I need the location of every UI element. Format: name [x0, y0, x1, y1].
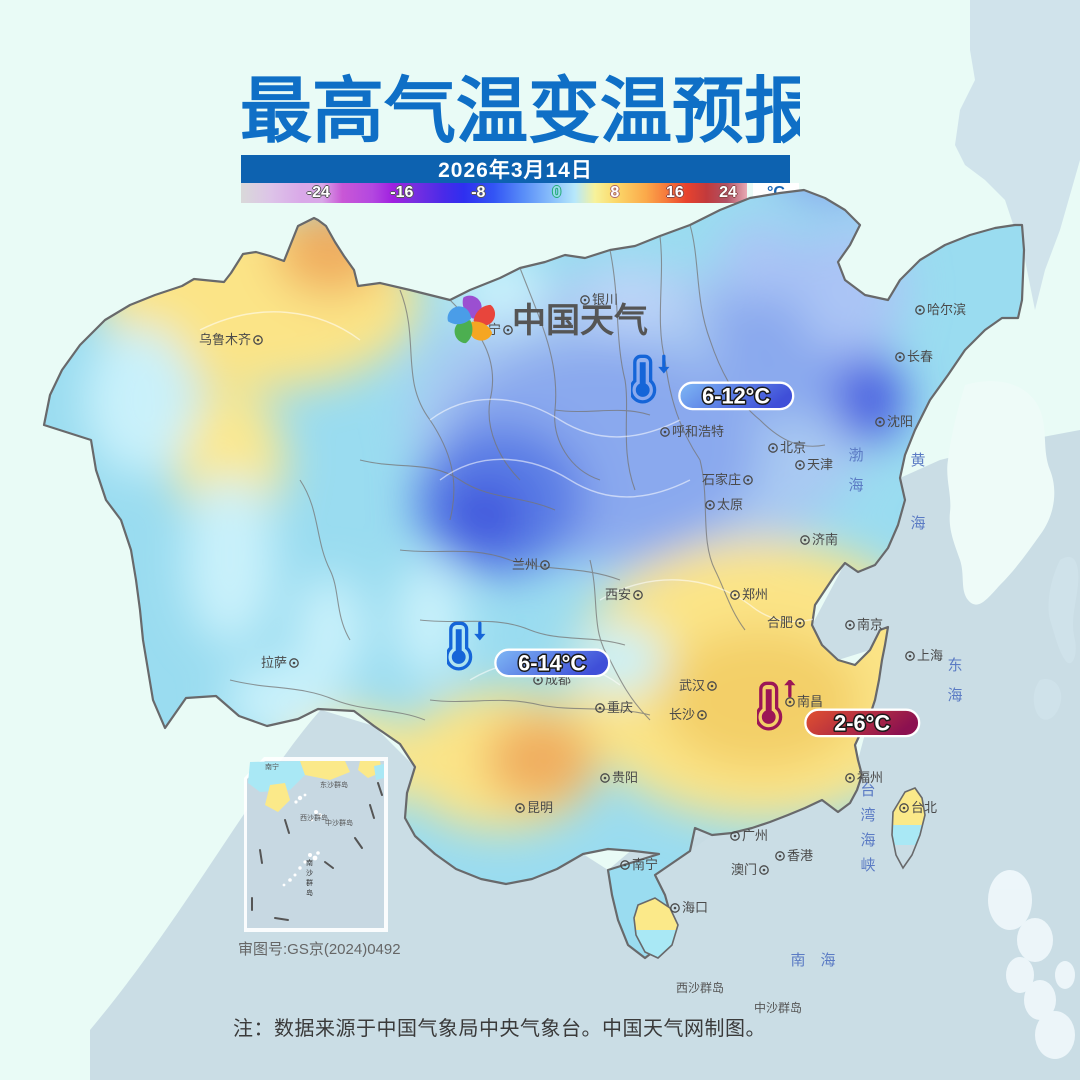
svg-text:湾: 湾: [860, 807, 875, 824]
svg-text:黄: 黄: [910, 452, 925, 469]
svg-text:拉萨: 拉萨: [261, 655, 287, 670]
svg-text:南: 南: [790, 952, 805, 969]
svg-text:台北: 台北: [911, 800, 937, 815]
svg-text:上海: 上海: [917, 648, 943, 663]
svg-text:福州: 福州: [857, 770, 883, 785]
svg-text:2-6°C: 2-6°C: [834, 710, 890, 735]
svg-text:郑州: 郑州: [742, 587, 768, 602]
svg-text:6-12°C: 6-12°C: [702, 383, 770, 408]
svg-text:海: 海: [860, 832, 875, 849]
svg-text:南京: 南京: [857, 617, 883, 632]
svg-text:武汉: 武汉: [679, 678, 705, 693]
svg-text:长沙: 长沙: [669, 707, 695, 722]
svg-text:天津: 天津: [807, 457, 833, 472]
svg-text:沈阳: 沈阳: [887, 414, 913, 429]
svg-text:南宁: 南宁: [265, 762, 279, 771]
svg-text:西沙群岛: 西沙群岛: [676, 980, 724, 995]
svg-text:澳门: 澳门: [731, 862, 757, 877]
svg-text:北京: 北京: [780, 440, 806, 455]
svg-text:6-14°C: 6-14°C: [518, 650, 586, 675]
svg-text:广州: 广州: [742, 828, 768, 843]
svg-text:西安: 西安: [605, 587, 631, 602]
svg-text:东沙群岛: 东沙群岛: [320, 780, 348, 789]
svg-text:峡: 峡: [860, 857, 875, 874]
svg-text:中国天气: 中国天气: [512, 302, 648, 340]
svg-text:太原: 太原: [717, 497, 743, 512]
svg-text:岛: 岛: [306, 888, 313, 897]
svg-text:南: 南: [306, 858, 313, 867]
svg-text:海: 海: [910, 515, 925, 532]
svg-text:海: 海: [947, 687, 962, 704]
svg-text:乌鲁木齐: 乌鲁木齐: [199, 332, 251, 347]
svg-text:沙: 沙: [306, 869, 313, 877]
svg-text:哈尔滨: 哈尔滨: [927, 302, 966, 317]
svg-text:重庆: 重庆: [607, 700, 633, 715]
svg-text:海: 海: [848, 477, 863, 494]
svg-text:南宁: 南宁: [632, 857, 658, 872]
svg-text:贵阳: 贵阳: [612, 770, 638, 785]
svg-text:群: 群: [306, 878, 313, 887]
svg-text:长春: 长春: [907, 349, 933, 364]
svg-text:合肥: 合肥: [767, 615, 793, 630]
svg-text:香港: 香港: [787, 848, 813, 863]
svg-text:济南: 济南: [812, 532, 838, 547]
svg-text:呼和浩特: 呼和浩特: [672, 424, 724, 439]
svg-text:海: 海: [820, 952, 835, 969]
svg-text:昆明: 昆明: [527, 800, 553, 815]
svg-text:渤: 渤: [848, 447, 863, 464]
svg-text:石家庄: 石家庄: [702, 472, 741, 487]
svg-text:兰州: 兰州: [512, 557, 538, 572]
svg-text:西沙群岛: 西沙群岛: [300, 813, 328, 822]
svg-text:海口: 海口: [682, 900, 708, 915]
svg-text:东: 东: [947, 657, 962, 674]
svg-text:中沙群岛: 中沙群岛: [325, 818, 353, 827]
